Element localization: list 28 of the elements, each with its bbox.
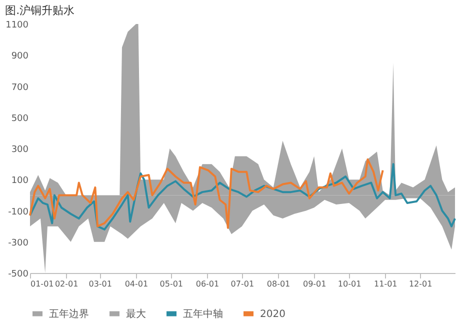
x-tick-label: 10-01 [338,280,362,288]
y-tick-label: 1100 [6,20,29,30]
x-tick-label: 08-01 [266,280,290,288]
y-tick-label: 100 [11,176,29,186]
y-tick-label: -100 [8,207,29,218]
x-tick-label: 05-01 [160,280,184,288]
legend-label: 2020 [260,308,286,320]
x-tick-label: 01-01 [30,280,54,288]
x-tick-label: 12-01 [408,280,432,288]
legend-label: 五年边界 [49,308,89,320]
x-tick-label: 09-01 [302,280,326,288]
x-tick-label: 06-01 [196,280,220,288]
y-tick-label: 300 [11,145,29,155]
y-tick-label: -500 [8,270,29,280]
x-tick-label: 02-01 [54,280,78,288]
line-series [29,158,384,229]
y-tick-label: 900 [11,52,29,62]
legend-label: 最大 [126,308,146,320]
y-tick-label: 500 [11,114,29,124]
x-tick-label: 11-01 [374,280,398,288]
x-tick-label: 07-01 [230,280,254,288]
y-tick-label: 700 [11,82,29,93]
chart-title: 图.沪铜升贴水 [5,4,75,17]
line-series [29,163,456,230]
x-tick-label: 03-01 [88,280,112,288]
legend-label: 五年中轴 [183,308,223,320]
y-tick-label: -300 [8,238,29,248]
x-tick-label: 04-01 [124,280,148,288]
